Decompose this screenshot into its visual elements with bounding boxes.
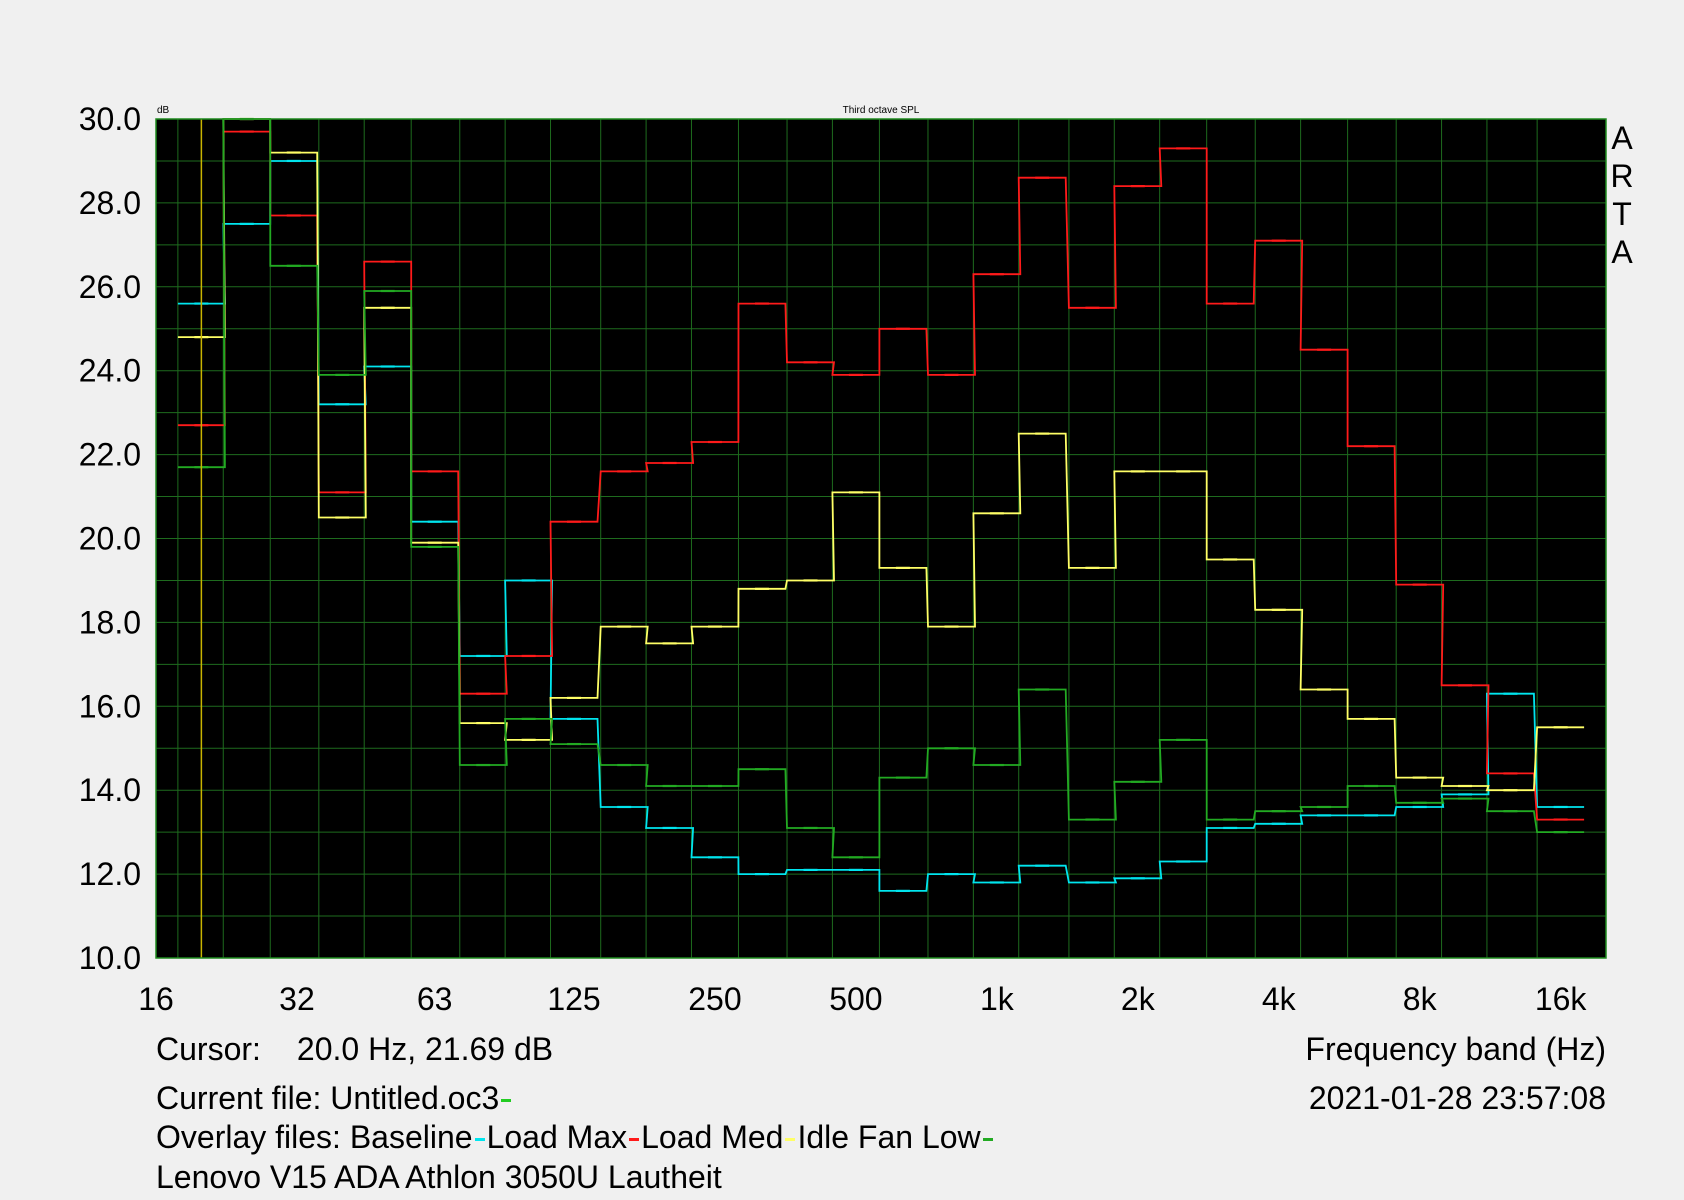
y-tick-0: 10.0 xyxy=(79,940,141,976)
y-tick-7: 24.0 xyxy=(79,353,141,389)
y-tick-5: 20.0 xyxy=(79,521,141,557)
y-tick-labels: 10.0 12.0 14.0 16.0 18.0 20.0 22.0 24.0 26.0 28.0… xyxy=(79,101,141,976)
overlay-swatch-0 xyxy=(474,1138,485,1142)
x-tick-5: 500 xyxy=(829,981,882,1017)
x-tick-9: 8k xyxy=(1403,981,1438,1017)
y-tick-10: 30.0 xyxy=(79,101,141,137)
overlay-swatch-1 xyxy=(629,1138,640,1142)
current-file-label: Current file: Untitled.oc3 xyxy=(156,1080,500,1116)
overlay-files: Overlay files: Baseline Load Max Load Med I… xyxy=(156,1121,995,1153)
overlay-file-1: Load Max xyxy=(486,1119,628,1155)
y-tick-1: 12.0 xyxy=(79,856,141,892)
y-axis-unit: dB xyxy=(157,105,170,116)
x-tick-labels: 16 32 63 125 250 500 1k 2k 4k 8k 16k xyxy=(138,981,1587,1017)
y-tick-3: 16.0 xyxy=(79,688,141,724)
x-tick-8: 4k xyxy=(1262,981,1297,1017)
side-letter-3: A xyxy=(1611,234,1633,270)
overlay-label: Overlay files: xyxy=(156,1119,341,1155)
x-tick-3: 125 xyxy=(547,981,600,1017)
side-letter-0: A xyxy=(1611,120,1633,156)
y-tick-9: 28.0 xyxy=(79,185,141,221)
overlay-swatch-3 xyxy=(982,1138,993,1142)
side-letter-2: T xyxy=(1612,196,1632,232)
x-tick-6: 1k xyxy=(980,981,1015,1017)
x-tick-1: 32 xyxy=(279,981,315,1017)
current-file: Current file: Untitled.oc3 xyxy=(156,1082,513,1114)
chart-title: Third octave SPL xyxy=(843,105,920,116)
y-tick-2: 14.0 xyxy=(79,772,141,808)
side-letter-1: R xyxy=(1610,158,1633,194)
cursor-readout: Cursor: 20.0 Hz, 21.69 dB xyxy=(156,1033,553,1065)
x-tick-7: 2k xyxy=(1121,981,1156,1017)
plot-border xyxy=(155,118,1607,959)
y-tick-6: 22.0 xyxy=(79,437,141,473)
cursor-label: Cursor: xyxy=(156,1031,261,1067)
footer-title: Lenovo V15 ADA Athlon 3050U Lautheit xyxy=(156,1159,722,1195)
overlay-file-3: Idle Fan Low xyxy=(797,1119,981,1155)
date-time: 2021-01-28 23:57:08 xyxy=(1308,1080,1606,1116)
x-tick-4: 250 xyxy=(688,981,741,1017)
x-axis-label: Frequency band (Hz) xyxy=(1305,1031,1606,1067)
x-tick-10: 16k xyxy=(1535,981,1588,1017)
overlay-list: Baseline Load Max Load Med Idle Fan Low xyxy=(350,1119,995,1155)
x-tick-2: 63 xyxy=(417,981,453,1017)
series-line-3 xyxy=(177,118,1585,859)
y-tick-4: 18.0 xyxy=(79,604,141,640)
current-file-swatch xyxy=(501,1099,512,1103)
overlay-file-0: Baseline xyxy=(349,1119,473,1155)
x-tick-0: 16 xyxy=(138,981,174,1017)
grid xyxy=(156,118,1606,959)
y-tick-8: 26.0 xyxy=(79,269,141,305)
overlay-swatch-2 xyxy=(785,1138,796,1142)
cursor-value: 20.0 Hz, 21.69 dB xyxy=(296,1031,554,1067)
overlay-file-2: Load Med xyxy=(641,1119,784,1155)
